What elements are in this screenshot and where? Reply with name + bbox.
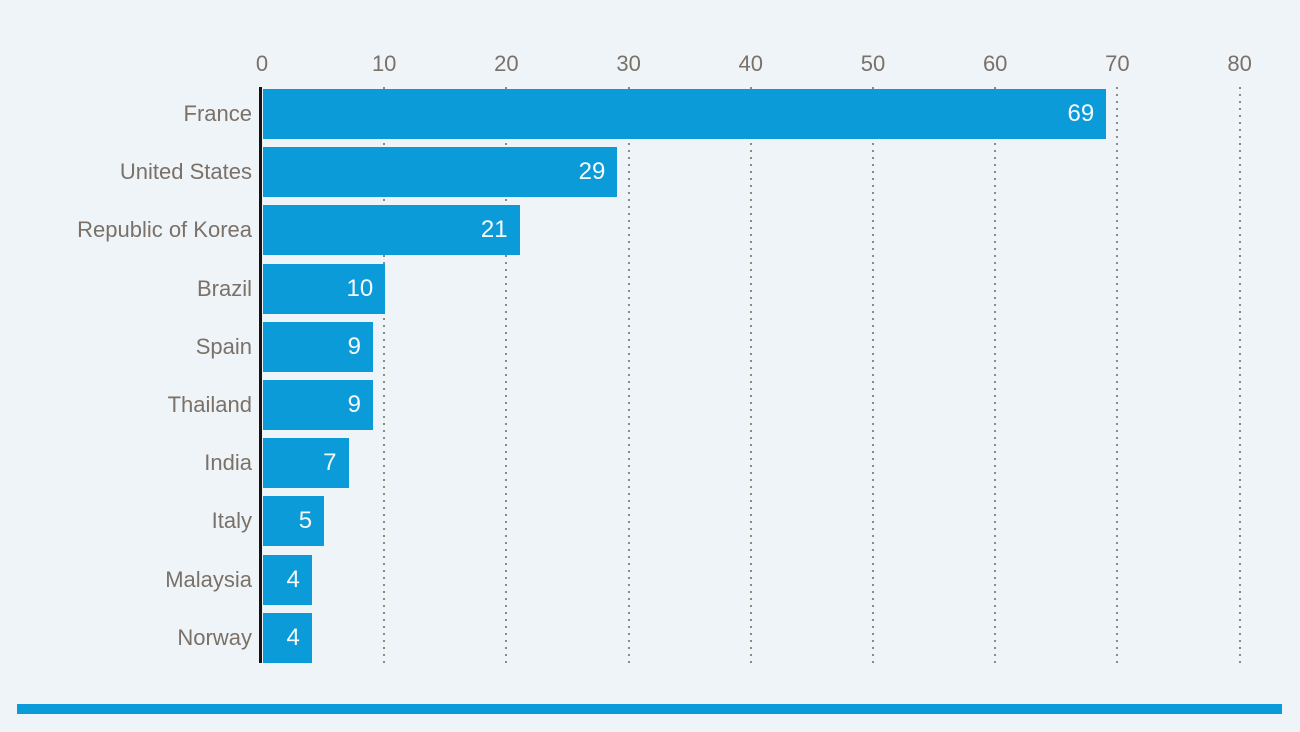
gridline (994, 87, 997, 663)
category-label-united-states: United States (119, 159, 252, 185)
bar-brazil: 10 (263, 263, 386, 314)
bar-france: 69 (263, 89, 1107, 139)
gridline (872, 87, 874, 663)
category-label-malaysia: Malaysia (165, 566, 252, 592)
bar-italy: 5 (263, 496, 325, 547)
gridline (1238, 87, 1241, 663)
bar-row: Thailand 9 (0, 380, 1300, 430)
x-axis-tick-label: 70 (1105, 51, 1130, 76)
bar-thailand: 9 (263, 380, 373, 430)
category-label-norway: Norway (177, 624, 252, 650)
gridline (383, 87, 386, 663)
value-label-brazil: 10 (346, 274, 374, 302)
bar-row: Malaysia 4 (0, 554, 1300, 605)
category-label-india: India (204, 450, 252, 476)
bar-row: Norway 4 (0, 612, 1300, 663)
gridline (627, 87, 630, 663)
x-axis-tick-label: 80 (1227, 51, 1252, 76)
bar-row: France 69 (0, 89, 1300, 139)
category-label-republic-of-korea: Republic of Korea (77, 217, 252, 243)
x-axis-tick-label: 0 (255, 51, 269, 76)
footer-accent-bar (17, 704, 1282, 714)
bar-norway: 4 (263, 612, 312, 663)
value-label-malaysia: 4 (286, 565, 300, 593)
x-axis-tick-label: 60 (982, 51, 1008, 76)
category-label-brazil: Brazil (196, 275, 252, 301)
x-axis-tick-label: 40 (738, 51, 764, 76)
bar-row: India 7 (0, 438, 1300, 489)
value-label-united-states: 29 (578, 158, 606, 186)
category-label-italy: Italy (211, 508, 252, 534)
value-label-france: 69 (1067, 100, 1095, 127)
x-axis-tick-label: 20 (494, 51, 519, 76)
x-axis-tick-label: 30 (616, 51, 641, 76)
gridline (1116, 87, 1119, 663)
value-label-republic-of-korea: 21 (480, 216, 508, 244)
bar-row: Republic of Korea 21 (0, 205, 1300, 256)
gridline (505, 87, 508, 663)
bar-row: Spain 9 (0, 321, 1300, 372)
x-axis-tick-label: 10 (371, 51, 397, 76)
category-label-spain: Spain (195, 333, 252, 359)
bar-row: Brazil 10 (0, 263, 1300, 314)
bar-united-states: 29 (263, 147, 618, 198)
bar-republic-of-korea: 21 (263, 205, 520, 256)
value-label-india: 7 (323, 449, 337, 477)
bar-row: United States 29 (0, 147, 1300, 198)
x-axis-tick-label: 50 (860, 51, 886, 76)
value-label-thailand: 9 (347, 391, 361, 418)
bar-india: 7 (263, 438, 349, 489)
value-label-spain: 9 (347, 332, 361, 360)
value-label-norway: 4 (286, 623, 300, 651)
gridline (749, 87, 752, 663)
bar-spain: 9 (263, 321, 373, 372)
value-label-italy: 5 (298, 507, 313, 535)
bar-malaysia: 4 (263, 554, 312, 605)
bar-row: Italy 5 (0, 496, 1300, 547)
zero-axis-line (259, 87, 262, 663)
category-label-thailand: Thailand (167, 392, 252, 417)
category-label-france: France (183, 101, 252, 126)
